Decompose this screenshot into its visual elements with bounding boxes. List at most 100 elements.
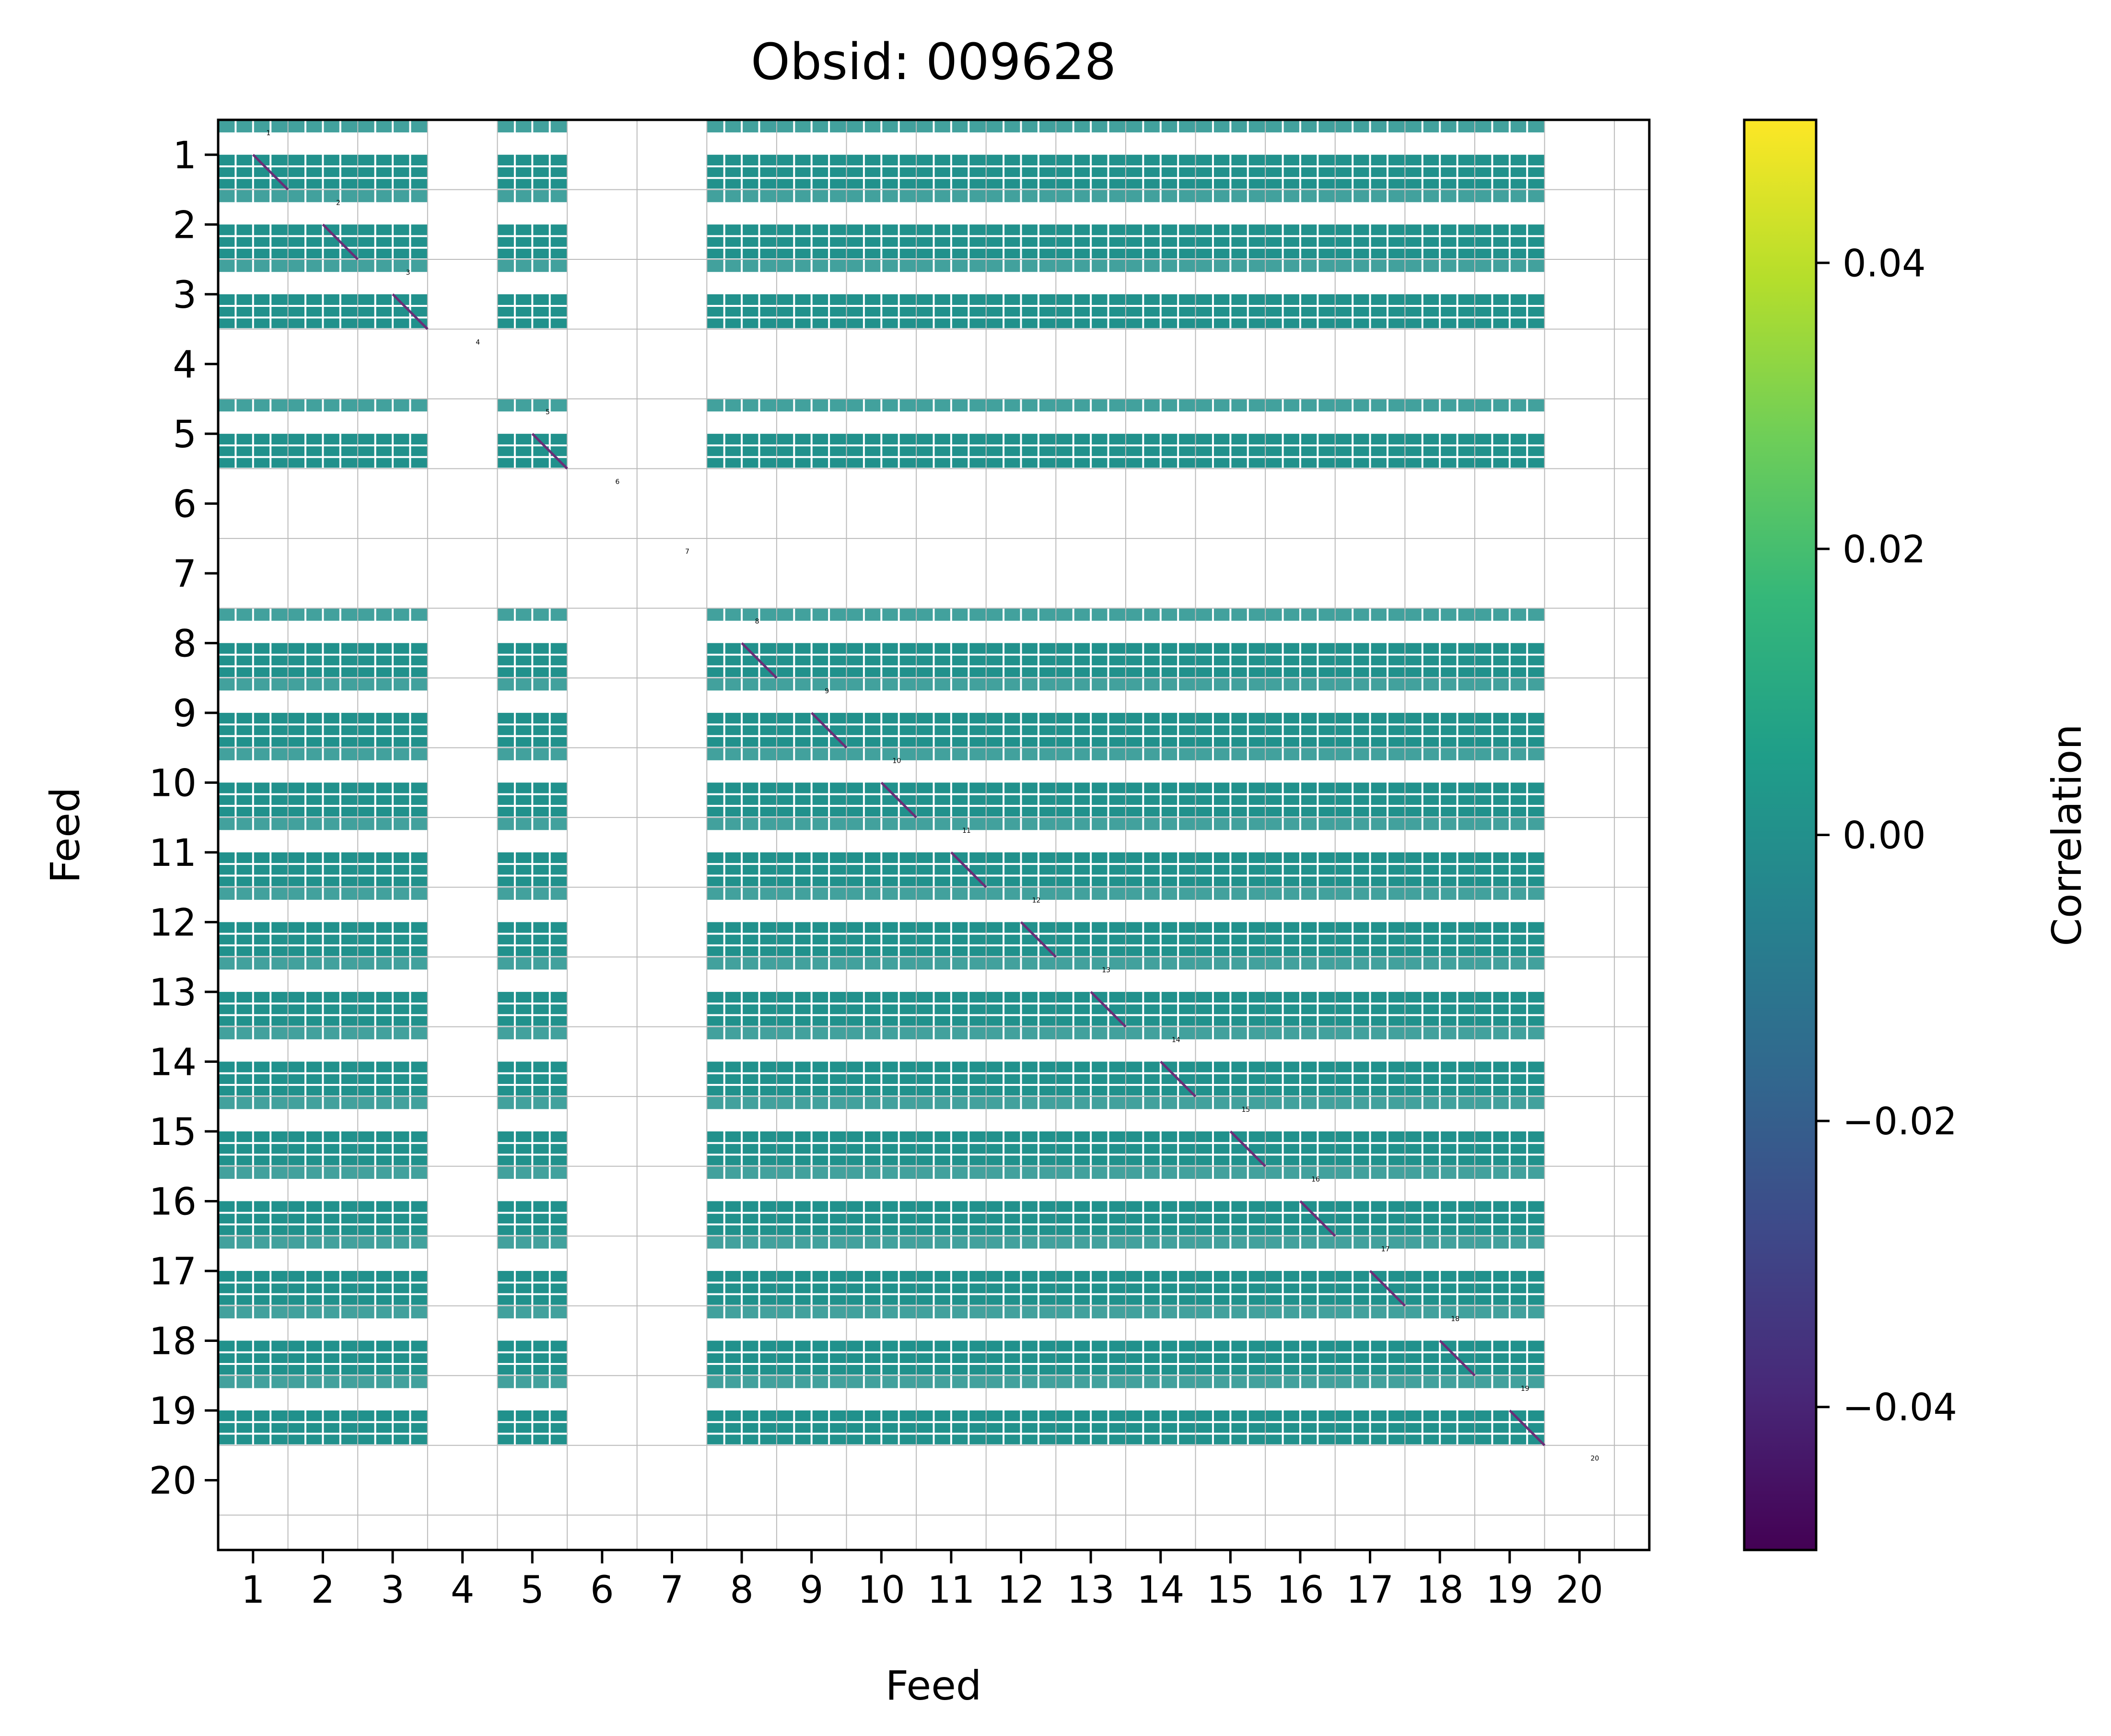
heatmap-cell [846, 1026, 917, 1098]
heatmap-cell [497, 817, 568, 888]
heatmap-cell [916, 1375, 986, 1446]
heatmap-cell [218, 887, 288, 958]
heatmap-cell [776, 957, 847, 1028]
heatmap-cell [916, 259, 986, 330]
heatmap-cell [1056, 747, 1126, 819]
x-tick-label: 3 [381, 1569, 405, 1612]
diagonal-segment [1229, 1130, 1266, 1167]
heatmap-cell [1335, 399, 1405, 470]
heatmap-cell [1265, 189, 1335, 261]
heatmap-cell [1474, 608, 1545, 679]
heatmap-cell [358, 1096, 428, 1167]
heatmap-cell [497, 120, 568, 191]
heatmap-cell [358, 817, 428, 888]
heatmap-cell [1335, 1166, 1405, 1237]
heatmap-cell [846, 608, 917, 679]
heatmap-cell [846, 957, 917, 1028]
diagonal-segment [1159, 1060, 1197, 1097]
heatmap-cell [218, 259, 288, 330]
heatmap-cell [358, 608, 428, 679]
diagonal-feed-label: 11 [962, 827, 971, 835]
heatmap-cell [497, 259, 568, 330]
diagonal-feed-label: 3 [406, 269, 410, 277]
heatmap-cell [1335, 887, 1405, 958]
heatmap-cell [288, 120, 358, 191]
diagonal-segment [322, 223, 359, 260]
heatmap-cell [1056, 678, 1126, 749]
heatmap-cell [776, 1375, 847, 1446]
heatmap-cell [1474, 1305, 1545, 1377]
heatmap-cell [1265, 957, 1335, 1028]
x-tick-label: 8 [730, 1569, 754, 1612]
heatmap-cell [916, 189, 986, 261]
heatmap-cell [1335, 817, 1405, 888]
x-tick-label: 4 [451, 1569, 475, 1612]
heatmap-cell [497, 1166, 568, 1237]
x-tick-label: 5 [520, 1569, 544, 1612]
heatmap-cell [707, 678, 777, 749]
heatmap-cell [358, 189, 428, 261]
x-tick-label: 13 [1067, 1569, 1114, 1612]
heatmap-cell [916, 1096, 986, 1167]
heatmap-cell [1335, 678, 1405, 749]
heatmap-cell [776, 887, 847, 958]
heatmap-cell [1056, 259, 1126, 330]
heatmap-cell [707, 1166, 777, 1237]
heatmap-cell [986, 1375, 1056, 1446]
heatmap-cell [1405, 1236, 1475, 1307]
colorbar-tick-label: −0.02 [1843, 1100, 1957, 1143]
diagonal-feed-label: 12 [1032, 897, 1041, 905]
y-tick-label: 14 [149, 1041, 197, 1084]
y-tick-label: 16 [149, 1180, 197, 1223]
heatmap-cell [916, 1026, 986, 1098]
heatmap-cell [218, 189, 288, 261]
diagonal-feed-label: 7 [685, 548, 689, 556]
heatmap-cell [707, 608, 777, 679]
heatmap-cell [1195, 887, 1266, 958]
heatmap-cell [288, 957, 358, 1028]
heatmap-cell [497, 1375, 568, 1446]
heatmap-cell [846, 120, 917, 191]
heatmap-cell [776, 1236, 847, 1307]
heatmap-cell [288, 1026, 358, 1098]
plot-frame [217, 118, 1651, 1551]
heatmap-cell [1195, 678, 1266, 749]
heatmap-cell [1405, 399, 1475, 470]
colorbar: −0.04 −0.02 0.00 0.02 0.04 Correlation [1743, 118, 2090, 1551]
heatmap-cell [1195, 1096, 1266, 1167]
y-tick-label: 13 [149, 971, 197, 1014]
colorbar-tick-label: −0.04 [1843, 1386, 1957, 1430]
heatmap-cell [986, 887, 1056, 958]
y-tick-label: 18 [149, 1320, 197, 1363]
heatmap-cell [776, 1026, 847, 1098]
heatmap-cell [1405, 259, 1475, 330]
y-axis-label: Feed [42, 787, 89, 883]
heatmap-cell [776, 1166, 847, 1237]
heatmap-cell [1125, 747, 1196, 819]
diagonal-feed-label: 2 [336, 199, 340, 207]
heatmap-cell [1195, 1026, 1266, 1098]
heatmap-cell [1125, 189, 1196, 261]
heatmap-cell [916, 1236, 986, 1307]
heatmap-cell [916, 887, 986, 958]
diagonal-feed-label: 19 [1521, 1385, 1529, 1393]
colorbar-gradient [1743, 118, 1818, 1551]
heatmap-cell [707, 259, 777, 330]
diagonal-feed-label: 20 [1591, 1455, 1599, 1463]
heatmap-cell [986, 120, 1056, 191]
heatmap-cell [358, 1375, 428, 1446]
heatmap-cell [846, 817, 917, 888]
heatmap-cell [288, 189, 358, 261]
heatmap-cell [1405, 189, 1475, 261]
heatmap-cell [1335, 957, 1405, 1028]
heatmap-cell [1195, 1166, 1266, 1237]
heatmap-cell [846, 747, 917, 819]
heatmap-cell [1335, 747, 1405, 819]
x-tick-label: 2 [311, 1569, 335, 1612]
heatmap-cell [707, 1305, 777, 1377]
heatmap-cell [1265, 259, 1335, 330]
y-tick-label: 4 [173, 343, 197, 386]
heatmap-cell [846, 1236, 917, 1307]
